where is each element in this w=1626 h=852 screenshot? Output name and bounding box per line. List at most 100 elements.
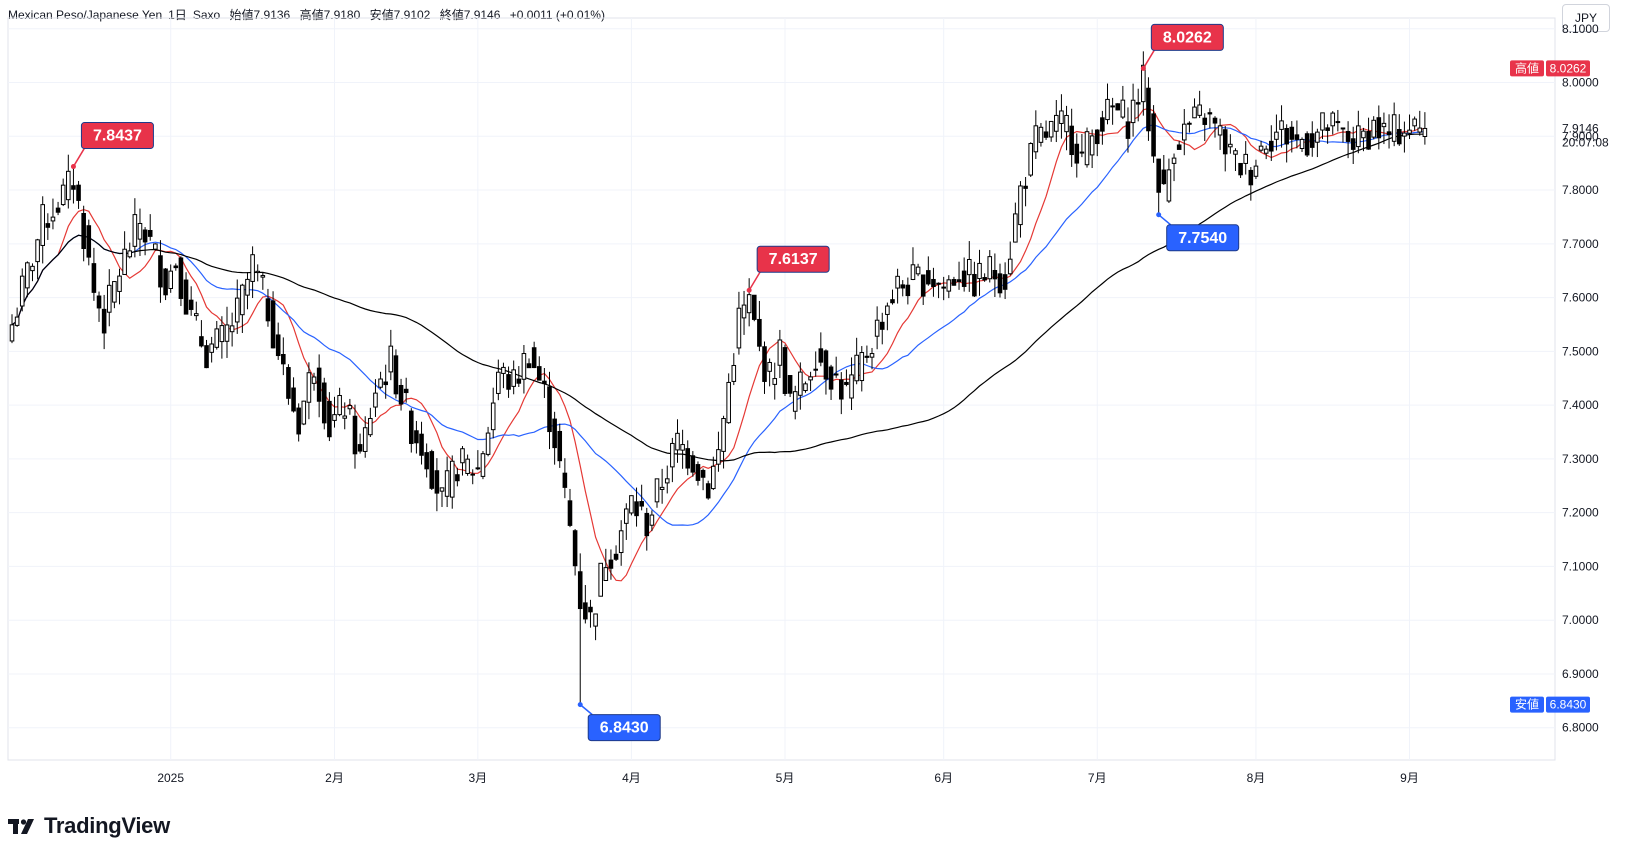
candle-body (577, 571, 583, 610)
candle-body (122, 248, 127, 275)
candle-body (542, 380, 547, 385)
candle-body (716, 449, 721, 465)
candle (905, 277, 911, 305)
candle (598, 562, 603, 597)
candle (455, 467, 460, 487)
candle-body (1064, 114, 1069, 133)
currency-button[interactable]: JPY (1562, 4, 1610, 32)
candle-body (485, 432, 491, 455)
candle (168, 264, 173, 293)
candle (526, 358, 532, 369)
candle-body (480, 453, 486, 477)
candle-body (265, 298, 271, 322)
candle-body (685, 448, 691, 469)
callout-dot (1156, 212, 1162, 218)
candle-body (1335, 121, 1341, 124)
candle (767, 358, 772, 387)
candle (1156, 158, 1161, 215)
candle-body (1269, 140, 1274, 152)
x-tick-label: 2025 (157, 771, 184, 785)
candle (291, 377, 296, 413)
candle-body (240, 284, 245, 316)
candle (1248, 167, 1254, 201)
candle (659, 468, 665, 504)
candle-body (1263, 148, 1269, 154)
candle (1130, 83, 1136, 137)
candle-body (1212, 117, 1218, 124)
x-tick-label: 3月 (468, 771, 487, 785)
tradingview-logo[interactable]: TradingView (8, 812, 170, 840)
candle (1089, 129, 1095, 169)
candle (885, 302, 890, 331)
candle (1412, 116, 1417, 131)
candle-body (910, 264, 916, 280)
candle-body (818, 348, 824, 363)
candle-body (700, 469, 706, 478)
candle-body (813, 368, 818, 371)
candle (1269, 125, 1274, 161)
candle (1315, 128, 1320, 158)
candle (634, 487, 639, 527)
candle (859, 346, 865, 392)
candle-body (30, 265, 35, 272)
candle (685, 440, 691, 476)
candle-body (854, 354, 859, 382)
candle (649, 510, 655, 532)
candle-body (470, 473, 476, 476)
candle-body (1202, 117, 1208, 125)
candle (1192, 98, 1197, 119)
candle-body (153, 243, 158, 250)
candle (1048, 120, 1054, 142)
candle (1171, 153, 1177, 182)
candle-body (127, 250, 133, 258)
candle (122, 231, 127, 275)
candle-body (204, 345, 209, 369)
candle (199, 320, 204, 348)
candle-body (951, 279, 957, 286)
candle-body (1161, 169, 1167, 185)
candle-body (1243, 153, 1249, 164)
moving-averages (11, 107, 1425, 582)
callout-leader (72, 146, 87, 167)
candle-body (639, 501, 644, 507)
candle-body (414, 430, 419, 444)
candle (890, 289, 895, 305)
candle (808, 371, 813, 392)
candle-body (603, 567, 609, 582)
x-tick-label: 6月 (934, 771, 953, 785)
price-chart[interactable]: 2025 2月 3月 4月 5月 6月 7月 8月 9月 8.10008.00007.90007… (0, 0, 1626, 810)
candle (1407, 114, 1412, 140)
candle-body (644, 512, 650, 537)
callout-dot (70, 164, 76, 170)
y-tick-label: 7.2000 (1562, 506, 1599, 520)
candle (1335, 109, 1341, 132)
candle (1253, 159, 1259, 180)
candle-body (419, 433, 424, 456)
candle-body (1187, 122, 1192, 125)
candle (711, 456, 716, 491)
axis-tag-prefix: 安値 (1515, 697, 1539, 712)
candle-body (117, 275, 122, 292)
candle-body (158, 255, 163, 288)
candle (1350, 126, 1356, 164)
candle-body (71, 185, 76, 190)
y-tick-label: 8.0000 (1562, 76, 1599, 90)
candle (1386, 114, 1392, 149)
candle (777, 329, 783, 379)
candle-body (526, 363, 532, 369)
candle (25, 261, 30, 298)
candle (624, 503, 629, 540)
candle-body (608, 559, 614, 569)
x-tick-label: 7月 (1088, 771, 1107, 785)
candle-body (531, 347, 537, 369)
candle-body (1033, 125, 1039, 153)
candle-body (50, 216, 56, 222)
candle (997, 263, 1003, 298)
y-tick-label: 7.4000 (1562, 398, 1599, 412)
candle-body (255, 270, 261, 274)
candle-body (132, 214, 138, 247)
candle-body (521, 353, 527, 380)
candle-body (849, 374, 854, 399)
candle (966, 241, 972, 292)
candle (444, 456, 450, 508)
